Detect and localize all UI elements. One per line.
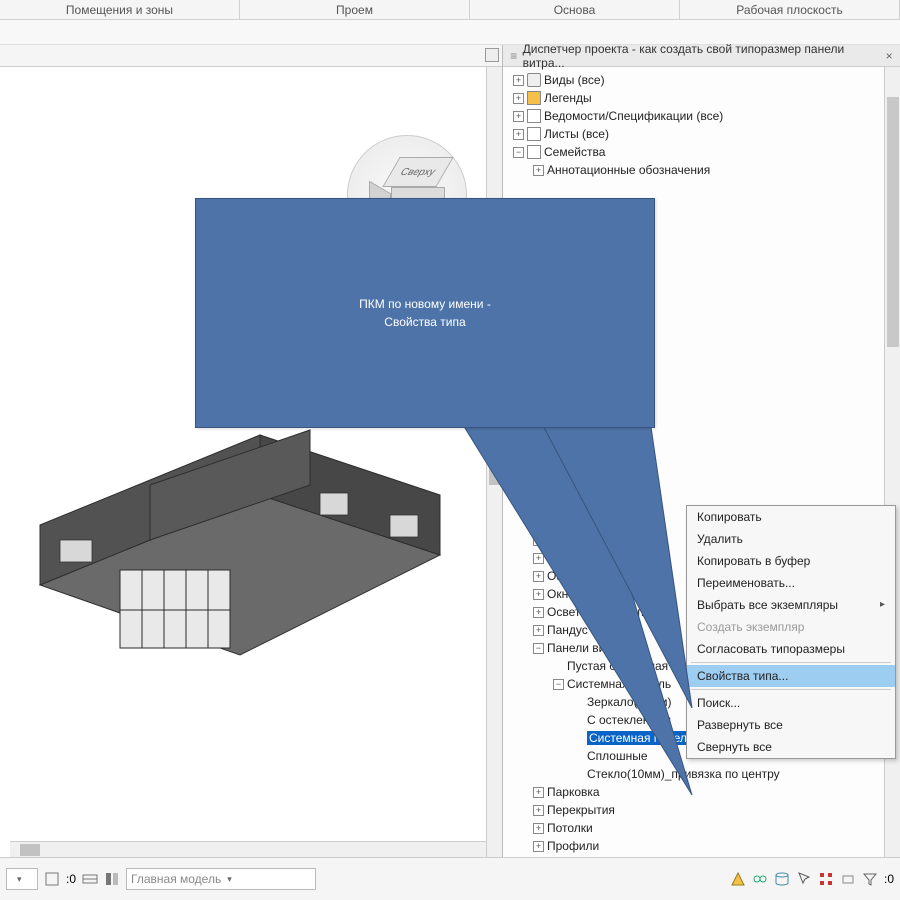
panel-title-text: Диспетчер проекта - как создать свой тип… bbox=[523, 42, 880, 70]
tree-expand-toggle[interactable]: + bbox=[533, 165, 544, 176]
tree-item-label: Виды (все) bbox=[544, 73, 605, 87]
tree-expand-toggle[interactable]: + bbox=[513, 129, 524, 140]
tree-item-label: Потолки bbox=[547, 821, 593, 835]
tree-node-icon bbox=[527, 109, 541, 123]
view-tab-bar bbox=[0, 45, 502, 67]
tree-node-icon bbox=[527, 91, 541, 105]
tree-expand-toggle[interactable]: + bbox=[513, 75, 524, 86]
view-restore-button[interactable] bbox=[485, 48, 499, 62]
tree-expand-toggle[interactable]: + bbox=[513, 111, 524, 122]
scrollbar-thumb[interactable] bbox=[20, 844, 40, 856]
view-3d[interactable]: Сверху Спереди bbox=[0, 45, 502, 857]
ribbon-panel-opening: Проем bbox=[240, 0, 470, 19]
status-filter-count: :0 bbox=[884, 872, 894, 886]
panel-menu-icon[interactable]: ≡ bbox=[507, 49, 521, 63]
tree-item[interactable]: + Листы (все) bbox=[505, 125, 898, 143]
status-icon[interactable] bbox=[104, 871, 120, 887]
status-model-combo-text: Главная модель bbox=[131, 872, 221, 886]
tree-item[interactable]: + Легенды bbox=[505, 89, 898, 107]
ribbon-panel-rooms: Помещения и зоны bbox=[0, 0, 240, 19]
tree-item-label: Ведомости/Спецификации (все) bbox=[544, 109, 723, 123]
ribbon-panel-labels: Помещения и зоны Проем Основа Рабочая пл… bbox=[0, 0, 900, 20]
tree-item[interactable]: +Аннотационные обозначения bbox=[505, 161, 898, 179]
tree-node-icon bbox=[527, 145, 541, 159]
status-icon[interactable] bbox=[82, 871, 98, 887]
status-model-combo[interactable]: Главная модель ▾ bbox=[126, 868, 316, 890]
callout-line2: Свойства типа bbox=[359, 313, 491, 331]
tree-expand-toggle[interactable]: + bbox=[533, 841, 544, 852]
tree-item-label: Семейства bbox=[544, 145, 605, 159]
tree-item-label: Аннотационные обозначения bbox=[547, 163, 710, 177]
tree-item[interactable]: − Семейства bbox=[505, 143, 898, 161]
tree-item-label: Листы (все) bbox=[544, 127, 609, 141]
scrollbar-thumb[interactable] bbox=[887, 97, 899, 347]
tree-node-icon bbox=[527, 73, 541, 87]
tree-item[interactable]: + Ведомости/Спецификации (все) bbox=[505, 107, 898, 125]
viewcube-top-face[interactable]: Сверху bbox=[382, 157, 453, 187]
tree-expand-toggle[interactable]: − bbox=[513, 147, 524, 158]
ribbon-panel-datum: Основа bbox=[470, 0, 680, 19]
status-icon[interactable] bbox=[44, 871, 60, 887]
tree-item-label: Легенды bbox=[544, 91, 592, 105]
view-scrollbar-horizontal[interactable] bbox=[10, 841, 486, 857]
status-icon-link[interactable] bbox=[752, 871, 768, 887]
project-browser-titlebar[interactable]: ≡ Диспетчер проекта - как создать свой т… bbox=[503, 45, 900, 67]
filter-icon[interactable] bbox=[862, 871, 878, 887]
tree-item[interactable]: +Потолки bbox=[505, 819, 898, 837]
status-icon-db[interactable] bbox=[774, 871, 790, 887]
tree-node-icon bbox=[527, 127, 541, 141]
status-icon-warn[interactable] bbox=[730, 871, 746, 887]
callout-pointer bbox=[540, 420, 740, 750]
tree-expand-toggle[interactable]: + bbox=[533, 823, 544, 834]
tutorial-callout: ПКМ по новому имени - Свойства типа bbox=[195, 198, 655, 428]
status-bar: ▾ :0 Главная модель ▾ :0 bbox=[0, 857, 900, 900]
panel-close-button[interactable]: × bbox=[882, 49, 896, 63]
status-icon-tag[interactable] bbox=[840, 871, 856, 887]
tree-item[interactable]: +Профили bbox=[505, 837, 898, 855]
callout-line1: ПКМ по новому имени - bbox=[359, 295, 491, 313]
status-dropdown[interactable]: ▾ bbox=[6, 868, 38, 890]
status-scale: :0 bbox=[66, 872, 76, 886]
ribbon-panel-workplane: Рабочая плоскость bbox=[680, 0, 900, 19]
status-icon-select[interactable] bbox=[796, 871, 812, 887]
status-icon-grip[interactable] bbox=[818, 871, 834, 887]
tree-item[interactable]: + Виды (все) bbox=[505, 71, 898, 89]
tree-item-label: Профили bbox=[547, 839, 599, 853]
tree-expand-toggle[interactable]: + bbox=[513, 93, 524, 104]
